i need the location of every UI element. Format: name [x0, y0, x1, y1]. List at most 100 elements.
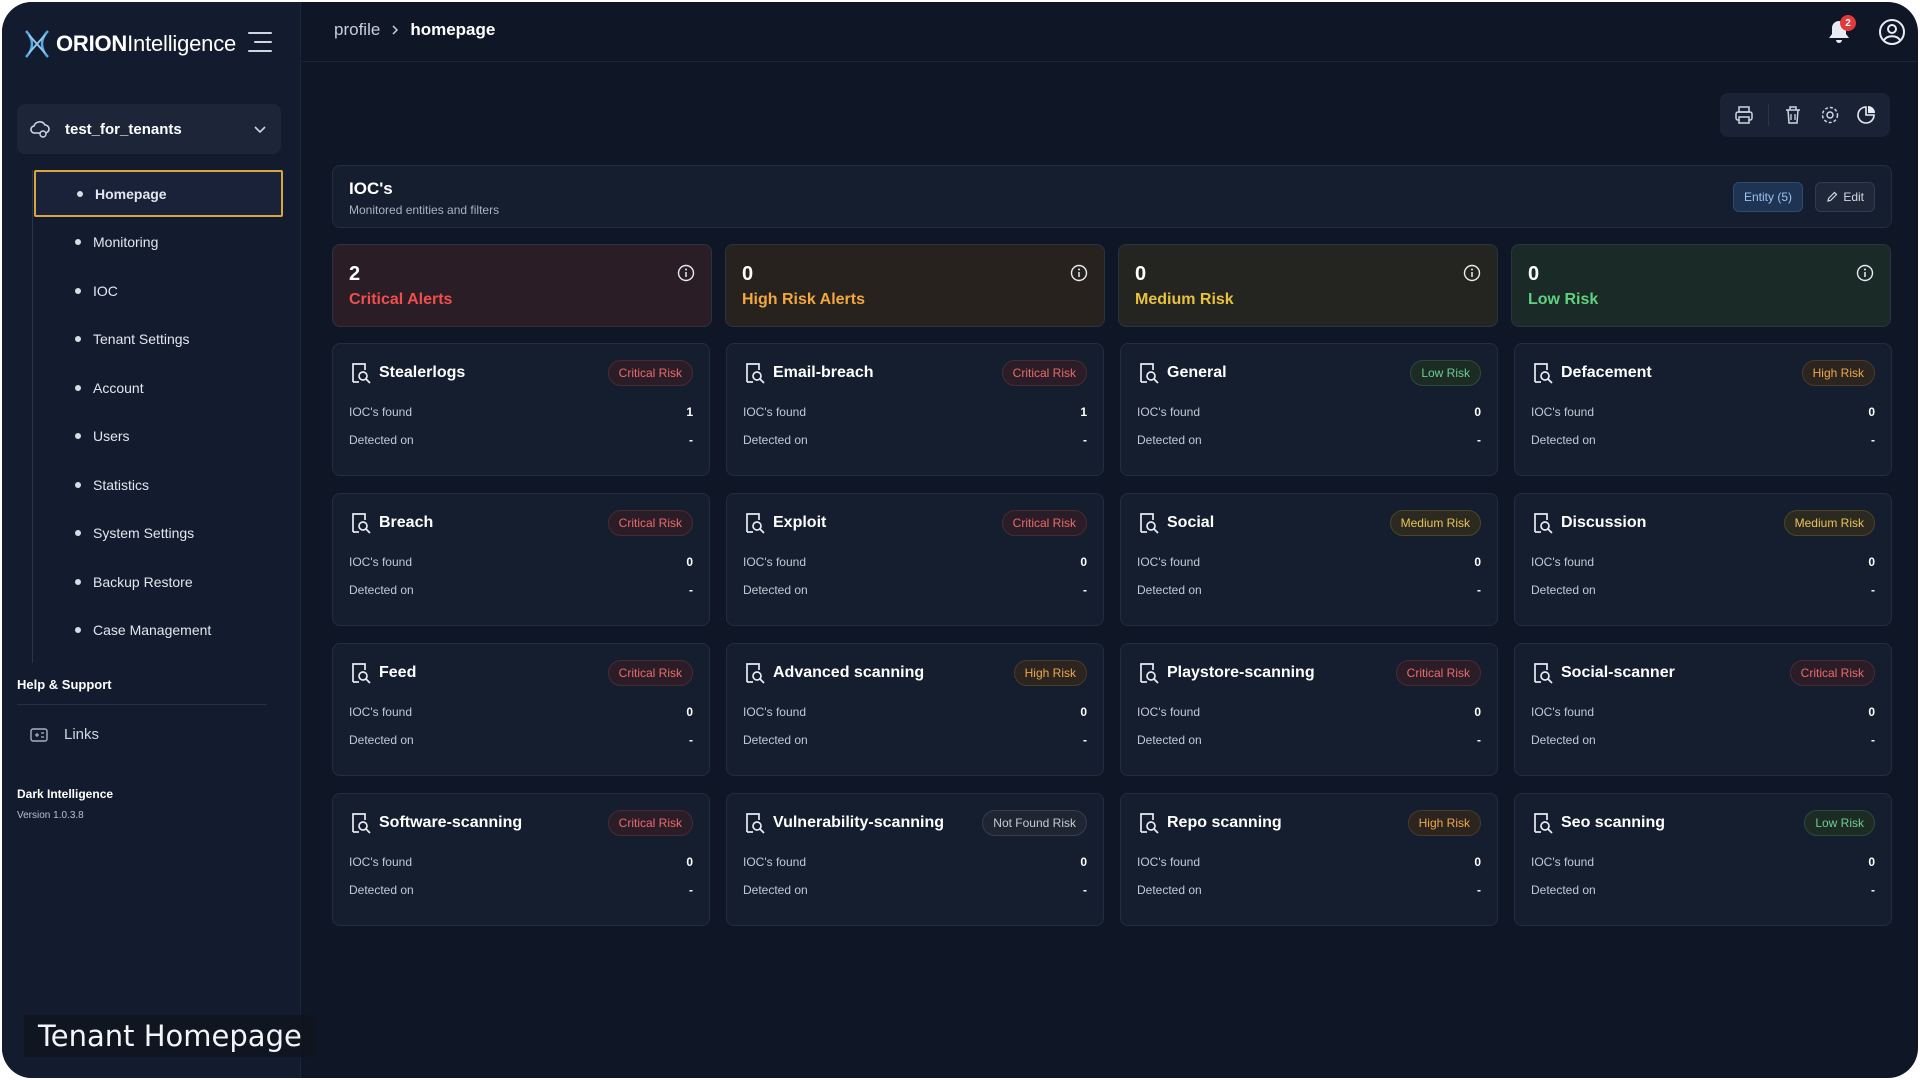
detected-on-label: Detected on	[1137, 733, 1202, 747]
detected-on-label: Detected on	[1137, 583, 1202, 597]
ioc-found-value: 0	[1868, 855, 1875, 869]
links-label: Links	[64, 726, 100, 743]
topbar: profile homepage 2	[302, 2, 1918, 62]
ioc-panel-title: IOC's	[349, 179, 393, 198]
ioc-card-social[interactable]: Social Medium Risk IOC's found 0 Detected on…	[1120, 493, 1498, 626]
ioc-found-row: IOC's found 0	[1531, 705, 1875, 719]
detected-on-label: Detected on	[349, 583, 414, 597]
ioc-card-exploit[interactable]: Exploit Critical Risk IOC's found 0 Detected…	[726, 493, 1104, 626]
detected-on-label: Detected on	[1531, 733, 1596, 747]
info-icon[interactable]	[1070, 264, 1088, 282]
detected-on-row: Detected on -	[1531, 583, 1875, 597]
ioc-card-defacement[interactable]: Defacement High Risk IOC's found 0 Detected …	[1514, 343, 1892, 476]
detected-on-label: Detected on	[1531, 433, 1596, 447]
ioc-card-title: Software-scanning	[379, 814, 523, 831]
ioc-found-value: 0	[1474, 705, 1481, 719]
risk-badge: Medium Risk	[1389, 510, 1481, 536]
info-icon[interactable]	[677, 264, 695, 282]
ioc-found-label: IOC's found	[743, 405, 806, 419]
printer-icon[interactable]	[1732, 103, 1756, 127]
risk-badge: High Risk	[1407, 810, 1481, 836]
sidebar-item-account[interactable]: Account	[3, 364, 282, 413]
user-avatar-icon[interactable]	[1878, 18, 1906, 46]
ioc-card-seo-scanning[interactable]: Seo scanning Low Risk IOC's found 0 Detected…	[1514, 793, 1892, 926]
detected-on-value: -	[1477, 883, 1481, 897]
sidebar-item-case-management[interactable]: Case Management	[3, 606, 282, 655]
ioc-found-value: 0	[686, 705, 693, 719]
ioc-card-repo-scanning[interactable]: Repo scanning High Risk IOC's found 0 Detect…	[1120, 793, 1498, 926]
search-document-icon	[1140, 813, 1159, 834]
search-document-icon	[352, 363, 371, 384]
detected-on-value: -	[1083, 733, 1087, 747]
summary-value: 0	[1528, 263, 1540, 285]
ioc-found-value: 0	[686, 555, 693, 569]
summary-high-risk-alerts: 0 High Risk Alerts	[725, 244, 1105, 327]
links-item[interactable]: Links	[30, 726, 99, 743]
pie-chart-icon[interactable]	[1854, 103, 1878, 127]
logo[interactable]: ORIONIntelligence	[20, 24, 236, 64]
detected-on-label: Detected on	[743, 733, 808, 747]
breadcrumb: profile homepage	[334, 20, 495, 40]
info-icon[interactable]	[1856, 264, 1874, 282]
ioc-card-title: General	[1167, 364, 1227, 381]
sidebar-item-tenant-settings[interactable]: Tenant Settings	[3, 315, 282, 364]
risk-badge: Critical Risk	[1001, 360, 1087, 386]
trash-icon[interactable]	[1781, 103, 1805, 127]
sidebar-item-statistics[interactable]: Statistics	[3, 461, 282, 510]
detected-on-row: Detected on -	[743, 733, 1087, 747]
tenant-name: test_for_tenants	[65, 120, 182, 138]
summary-value: 0	[742, 263, 754, 285]
sidebar-item-system-settings[interactable]: System Settings	[3, 509, 282, 558]
ioc-card-email-breach[interactable]: Email-breach Critical Risk IOC's found 1 Det…	[726, 343, 1104, 476]
ioc-card-title: Exploit	[773, 514, 827, 531]
ioc-card-stealerlogs[interactable]: Stealerlogs Critical Risk IOC's found 1 Dete…	[332, 343, 710, 476]
ioc-card-title: Seo scanning	[1561, 814, 1666, 831]
info-icon[interactable]	[1463, 264, 1481, 282]
tenant-selector[interactable]: test_for_tenants	[17, 104, 281, 154]
ioc-card-feed[interactable]: Feed Critical Risk IOC's found 0 Detected on…	[332, 643, 710, 776]
sidebar-item-backup-restore[interactable]: Backup Restore	[3, 558, 282, 607]
risk-badge: Critical Risk	[607, 360, 693, 386]
ioc-card-vulnerability-scanning[interactable]: Vulnerability-scanning Not Found Risk IOC'…	[726, 793, 1104, 926]
pencil-icon	[1827, 191, 1838, 202]
ioc-found-value: 1	[1080, 405, 1087, 419]
settings-icon[interactable]	[1818, 103, 1842, 127]
sidebar-item-homepage[interactable]: Homepage	[34, 170, 283, 217]
search-document-icon	[1140, 363, 1159, 384]
ioc-card-social-scanner[interactable]: Social-scanner Critical Risk IOC's found 0 D…	[1514, 643, 1892, 776]
ioc-card-breach[interactable]: Breach Critical Risk IOC's found 0 Detected …	[332, 493, 710, 626]
detected-on-label: Detected on	[349, 733, 414, 747]
risk-badge: Critical Risk	[1789, 660, 1875, 686]
risk-badge: Low Risk	[1804, 810, 1875, 836]
search-document-icon	[1140, 513, 1159, 534]
ioc-card-title: Repo scanning	[1167, 814, 1282, 831]
risk-badge: Critical Risk	[607, 810, 693, 836]
risk-badge: Medium Risk	[1783, 510, 1875, 536]
ioc-card-advanced-scanning[interactable]: Advanced scanning High Risk IOC's found 0 De…	[726, 643, 1104, 776]
detected-on-row: Detected on -	[1531, 883, 1875, 897]
ioc-found-value: 0	[1474, 555, 1481, 569]
cloud-gear-icon	[30, 121, 50, 138]
breadcrumb-parent[interactable]: profile	[334, 20, 381, 39]
detected-on-label: Detected on	[349, 883, 414, 897]
ioc-card-software-scanning[interactable]: Software-scanning Critical Risk IOC's foun…	[332, 793, 710, 926]
ioc-found-row: IOC's found 1	[349, 405, 693, 419]
sidebar-item-users[interactable]: Users	[3, 412, 282, 461]
page-toolbar	[1720, 93, 1890, 137]
ioc-found-value: 0	[1080, 855, 1087, 869]
edit-button[interactable]: Edit	[1815, 182, 1875, 212]
ioc-card-discussion[interactable]: Discussion Medium Risk IOC's found 0 Detecte…	[1514, 493, 1892, 626]
sidebar-item-ioc[interactable]: IOC	[3, 267, 282, 316]
ioc-card-title: Breach	[379, 514, 434, 531]
ioc-panel-subtitle: Monitored entities and filters	[349, 203, 500, 217]
menu-toggle-icon[interactable]	[244, 32, 272, 58]
summary-critical-alerts: 2 Critical Alerts	[332, 244, 712, 327]
ioc-card-general[interactable]: General Low Risk IOC's found 0 Detected on -	[1120, 343, 1498, 476]
entity-button[interactable]: Entity (5)	[1732, 182, 1803, 212]
detected-on-row: Detected on -	[349, 733, 693, 747]
sidebar-item-monitoring[interactable]: Monitoring	[3, 218, 282, 267]
detected-on-value: -	[689, 433, 693, 447]
caption-overlay: Tenant Homepage	[24, 1015, 316, 1057]
ioc-card-playstore-scanning[interactable]: Playstore-scanning Critical Risk IOC's fou…	[1120, 643, 1498, 776]
risk-badge: Critical Risk	[607, 660, 693, 686]
